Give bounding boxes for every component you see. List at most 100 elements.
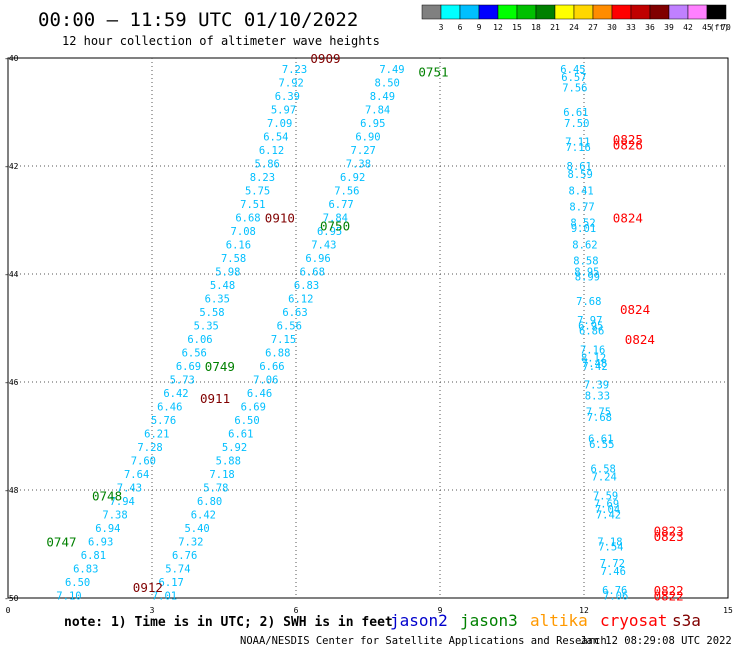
- wave-height-label: 6.21: [144, 428, 169, 440]
- x-tick-label: 15: [723, 606, 733, 615]
- wave-height-label: 6.57: [561, 72, 586, 84]
- wave-height-label: 6.95: [578, 320, 603, 332]
- color-scale-label: 12: [493, 23, 503, 32]
- axis-ticks: 0 3 6 9 12 15 -40 -42 -44 -46 -48 -50: [4, 54, 733, 615]
- track-id-label: 0751: [418, 65, 448, 80]
- color-swatch: [611, 4, 632, 20]
- wave-height-label: 8.33: [585, 391, 610, 403]
- color-scale-label: 9: [477, 23, 482, 32]
- wave-height-label: 7.18: [209, 469, 234, 481]
- wave-height-label: 9.01: [571, 223, 596, 235]
- wave-height-label: 7.84: [365, 104, 390, 116]
- wave-height-label: 6.68: [235, 212, 260, 224]
- color-scale-label: 6: [458, 23, 463, 32]
- wave-height-label: 5.88: [216, 455, 241, 467]
- wave-height-label: 6.88: [265, 347, 290, 359]
- wave-height-label: 7.23: [282, 64, 307, 76]
- wave-height-label: 7.72: [600, 558, 625, 570]
- wave-height-label: 7.43: [117, 482, 142, 494]
- color-swatch: [706, 4, 727, 20]
- color-scale-label: 3: [439, 23, 444, 32]
- wave-height-label: 7.56: [334, 185, 359, 197]
- wave-height-label: 8.61: [567, 161, 592, 173]
- wave-height-label: 7.38: [102, 509, 127, 521]
- track-id-label: 0910: [265, 210, 295, 225]
- legend-jason2: jason2: [390, 611, 448, 630]
- color-scale-label: 39: [664, 23, 674, 32]
- wave-height-label: 5.35: [194, 320, 219, 332]
- wave-height-label: 6.35: [205, 293, 230, 305]
- color-scale-label: 30: [607, 23, 617, 32]
- satellite-legend: jason2 jason3 altika cryosat s3a: [390, 611, 701, 630]
- color-scale-label: 70: [721, 23, 731, 32]
- track-id-label: 0823: [654, 529, 684, 544]
- wave-height-label: 8.77: [569, 202, 594, 214]
- wave-height-label: 6.46: [157, 401, 182, 413]
- wave-height-label: 6.45: [560, 64, 585, 76]
- legend-s3a: s3a: [672, 611, 701, 630]
- wave-height-label: 6.95: [360, 118, 385, 130]
- wave-height-label: 7.32: [178, 536, 203, 548]
- color-scale-label: 42: [683, 23, 693, 32]
- track-labels: 0909 0751 0910 0750 0749 0911 0748 0747 0912 0825…: [46, 51, 683, 603]
- color-swatch: [630, 4, 651, 20]
- wave-height-label: 6.50: [65, 577, 90, 589]
- wave-height-label: 7.24: [592, 472, 617, 484]
- wave-height-label: 6.77: [328, 199, 353, 211]
- wave-height-label: 6.68: [300, 266, 325, 278]
- wave-height-label: 8.62: [572, 239, 597, 251]
- color-scale-label: 21: [550, 23, 560, 32]
- footer-note: note: 1) Time is in UTC; 2) SWH is in fe…: [64, 615, 393, 630]
- wave-height-label: 5.86: [255, 158, 280, 170]
- color-swatch: [421, 4, 442, 20]
- track-id-label: 0823: [654, 524, 684, 539]
- wave-height-label: 7.54: [598, 542, 623, 554]
- wave-height-label: 5.97: [271, 104, 296, 116]
- wave-height-label: 6.61: [228, 428, 253, 440]
- wave-height-label: 7.50: [564, 118, 589, 130]
- plot-area: 0 3 6 9 12 15-40-42-44-46-48-50 7.237.926.395…: [4, 51, 733, 615]
- wave-height-label: 6.83: [294, 280, 319, 292]
- wave-height-label: 7.39: [584, 380, 609, 392]
- wave-height-label: 6.76: [602, 585, 627, 597]
- wave-height-label: 7.06: [253, 374, 278, 386]
- wave-height-label: 5.78: [203, 482, 228, 494]
- wave-height-label: 7.09: [267, 118, 292, 130]
- wave-height-label: 6.17: [159, 577, 184, 589]
- legend-cryosat: cryosat: [600, 611, 667, 630]
- footer-timestamp: Jan 12 08:29:08 UTC 2022: [580, 635, 732, 647]
- legend-jason3: jason3: [460, 611, 518, 630]
- wave-height-label: 7.97: [577, 315, 602, 327]
- wave-height-label: 7.75: [586, 407, 611, 419]
- track-id-label: 0822: [654, 588, 684, 603]
- wave-height-label: 6.69: [241, 401, 266, 413]
- wave-height-label: 6.61: [563, 107, 588, 119]
- color-scale-label: 45: [702, 23, 712, 32]
- wave-height-label: 5.73: [170, 374, 195, 386]
- wave-height-label: 5.75: [245, 185, 270, 197]
- wave-height-label: 7.58: [221, 253, 246, 265]
- wave-height-label: 6.66: [259, 361, 284, 373]
- wave-height-label: 6.93: [88, 536, 113, 548]
- wave-height-label: 6.46: [247, 388, 272, 400]
- wave-height-label: 6.42: [191, 509, 216, 521]
- wave-height-label: 7.11: [565, 137, 590, 149]
- wave-height-label: 7.92: [279, 77, 304, 89]
- x-tick-label: 6: [294, 606, 299, 615]
- color-swatch: [573, 4, 594, 20]
- color-swatch: [497, 4, 518, 20]
- wave-height-label: 6.58: [591, 463, 616, 475]
- color-swatch: [440, 4, 461, 20]
- wave-height-label: 7.60: [131, 455, 156, 467]
- wave-height-label: 6.50: [234, 415, 259, 427]
- track-id-label: 0824: [613, 210, 643, 225]
- wave-height-label: 6.95: [317, 226, 342, 238]
- wave-height-label: 6.83: [73, 563, 98, 575]
- y-tick-label: -42: [4, 162, 19, 171]
- x-tick-label: 3: [150, 606, 155, 615]
- track-id-label: 0826: [613, 137, 643, 152]
- x-tick-label: 0: [6, 606, 11, 615]
- wave-height-label: 6.76: [172, 550, 197, 562]
- color-scale-label: 18: [531, 23, 541, 32]
- color-scale-unit: (ft): [710, 23, 729, 32]
